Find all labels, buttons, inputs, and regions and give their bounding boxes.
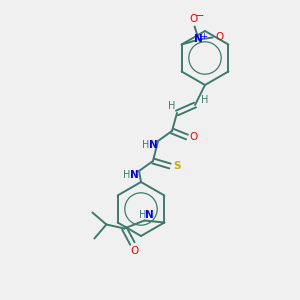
Text: O: O [190, 14, 198, 25]
Text: H: H [168, 101, 176, 111]
Text: H: H [201, 95, 209, 105]
Text: N: N [148, 140, 158, 150]
Text: O: O [190, 132, 198, 142]
Text: N: N [130, 170, 138, 180]
Text: O: O [215, 32, 224, 43]
Text: H: H [123, 170, 131, 180]
Text: H: H [142, 140, 150, 150]
Text: S: S [173, 161, 181, 171]
Text: H: H [139, 211, 146, 220]
Text: O: O [130, 245, 139, 256]
Text: N: N [145, 211, 154, 220]
Text: −: − [195, 11, 204, 20]
Text: +: + [200, 32, 207, 41]
Text: N: N [194, 34, 203, 44]
